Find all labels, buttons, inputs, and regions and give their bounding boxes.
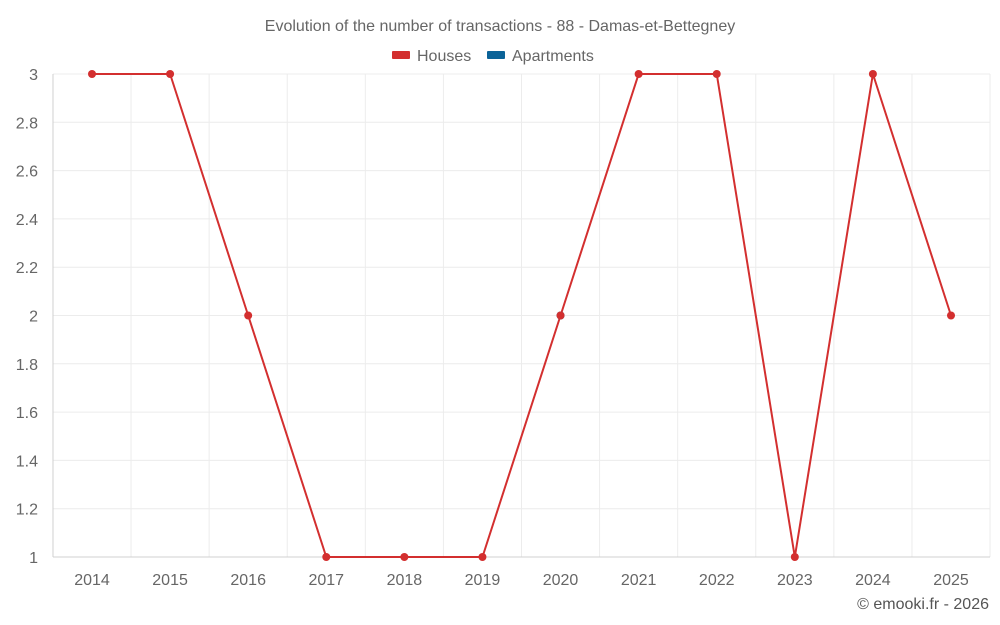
x-tick-label: 2015 <box>152 572 188 589</box>
houses-point-2016[interactable] <box>244 311 253 320</box>
x-tick-label: 2017 <box>308 572 344 589</box>
y-tick-label: 2.6 <box>16 164 38 181</box>
y-tick-label: 2 <box>29 309 38 326</box>
houses-point-2018[interactable] <box>400 553 409 561</box>
x-tick-label: 2018 <box>387 572 423 589</box>
y-tick-label: 1.6 <box>16 405 38 422</box>
x-tick-label: 2014 <box>74 572 110 589</box>
legend-houses-label[interactable]: Houses <box>417 48 471 65</box>
y-tick-label: 3 <box>29 67 38 84</box>
x-tick-label: 2024 <box>855 572 891 589</box>
legend-apartments-swatch <box>487 51 505 59</box>
x-tick-label: 2021 <box>621 572 657 589</box>
houses-point-2022[interactable] <box>712 70 721 78</box>
chart-title: Evolution of the number of transactions … <box>265 18 735 35</box>
legend: Houses Apartments <box>392 48 594 65</box>
y-axis-tick-labels: 1 1.2 1.4 1.6 1.8 2 2.2 2.4 2.6 2.8 3 <box>16 67 38 567</box>
y-tick-label: 1.2 <box>16 502 38 519</box>
axes <box>52 74 990 558</box>
houses-point-2019[interactable] <box>478 553 487 561</box>
x-tick-label: 2025 <box>933 572 969 589</box>
x-tick-label: 2016 <box>230 572 266 589</box>
y-tick-label: 1 <box>29 550 38 567</box>
houses-point-2014[interactable] <box>88 70 96 78</box>
series-lines <box>92 73 952 558</box>
houses-point-2015[interactable] <box>166 70 175 78</box>
y-tick-label: 2.2 <box>16 260 38 277</box>
houses-point-2020[interactable] <box>556 311 565 320</box>
houses-point-2023[interactable] <box>790 553 799 561</box>
y-tick-label: 1.4 <box>16 453 38 470</box>
x-tick-label: 2020 <box>543 572 579 589</box>
houses-point-2021[interactable] <box>634 70 643 78</box>
x-axis-tick-labels: 2014 2015 2016 2017 2018 2019 2020 2021 2022 2023… <box>74 572 969 589</box>
legend-apartments-label[interactable]: Apartments <box>512 48 594 65</box>
credit-label: © emooki.fr - 2026 <box>857 596 989 613</box>
legend-houses-swatch <box>392 51 410 59</box>
houses-series-line <box>92 73 952 558</box>
houses-point-2025[interactable] <box>947 311 955 320</box>
houses-point-2024[interactable] <box>868 70 877 78</box>
y-tick-label: 2.4 <box>16 212 38 229</box>
x-tick-label: 2019 <box>465 572 501 589</box>
x-tick-label: 2023 <box>777 572 813 589</box>
x-tick-label: 2022 <box>699 572 735 589</box>
houses-point-2017[interactable] <box>322 553 331 561</box>
y-tick-label: 2.8 <box>16 115 38 132</box>
series-points <box>88 70 955 561</box>
y-tick-label: 1.8 <box>16 357 38 374</box>
